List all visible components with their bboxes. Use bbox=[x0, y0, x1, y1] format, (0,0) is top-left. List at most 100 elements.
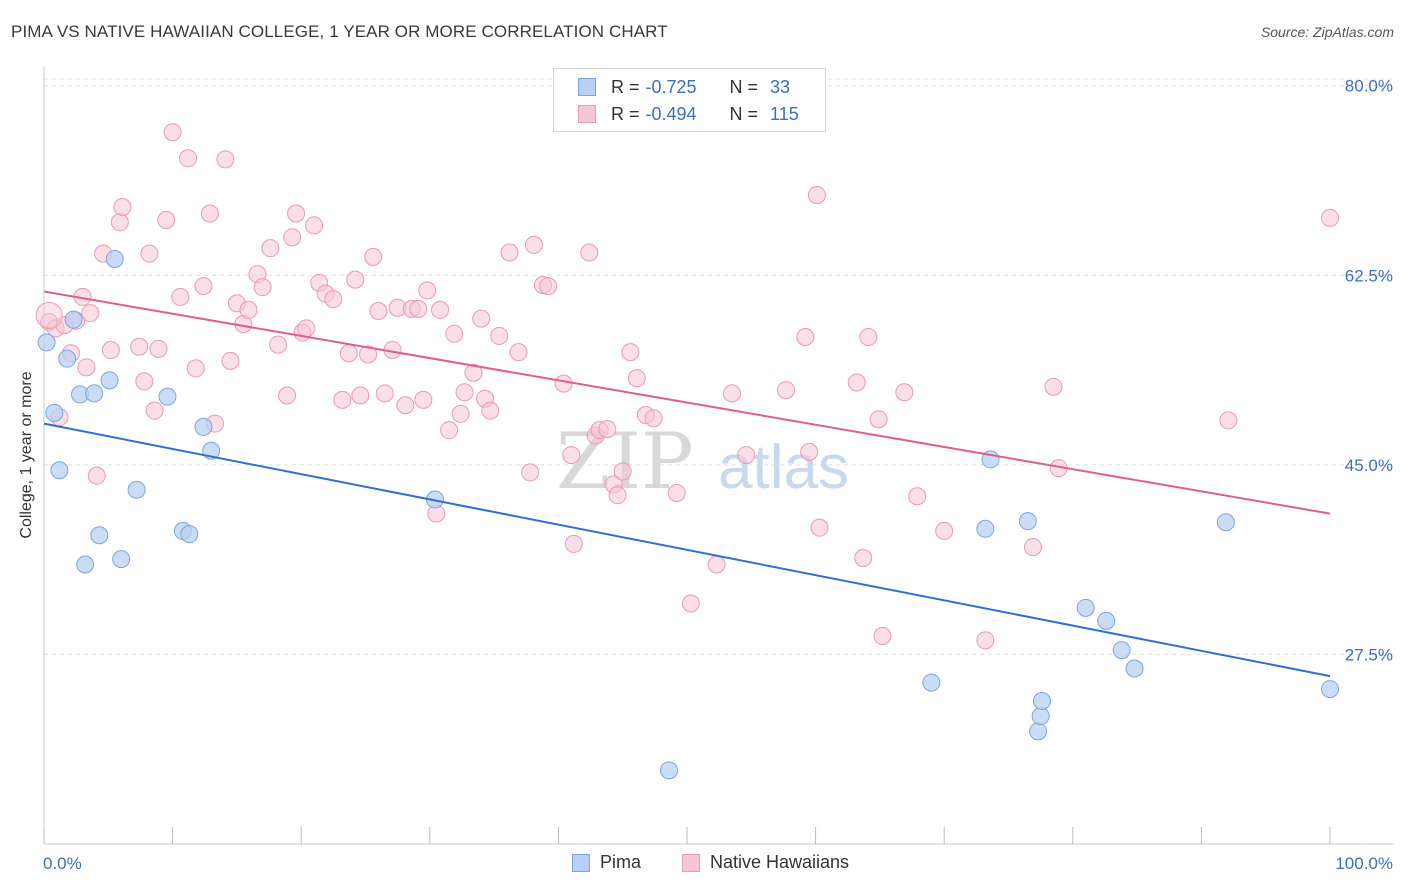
hawaiian-point bbox=[1044, 377, 1063, 396]
y-tick-label: 27.5% bbox=[1345, 645, 1393, 664]
tick-labels: 27.5% 45.0% 62.5% 80.0% 0.0% 100.0% bbox=[43, 77, 1393, 873]
hawaiian-point bbox=[163, 123, 182, 142]
hawaiian-point bbox=[895, 383, 914, 402]
pima-point bbox=[127, 480, 146, 499]
hawaiian-point bbox=[113, 198, 132, 216]
hawaiian-point bbox=[667, 484, 686, 502]
hawaiian-point bbox=[796, 328, 815, 346]
hawaiian-point bbox=[375, 384, 394, 403]
legend-row-pima: R = -0.725 N = 33 bbox=[578, 75, 790, 99]
y-tick-label: 45.0% bbox=[1345, 456, 1393, 475]
legend-n-label: N = bbox=[729, 76, 759, 97]
pima-legend-swatch bbox=[572, 853, 590, 872]
hawaiian-point bbox=[873, 627, 892, 645]
hawaiian-point bbox=[440, 421, 459, 440]
hawaiian-point bbox=[859, 328, 878, 346]
hawaiian-point bbox=[110, 213, 129, 232]
hawaiian-point bbox=[644, 409, 663, 428]
legend-n-value: 115 bbox=[770, 103, 799, 124]
hawaiian-point bbox=[359, 345, 378, 364]
hawaiian-point bbox=[221, 351, 240, 370]
legend: R = -0.725 N = 33 R = -0.494 N = 115 bbox=[553, 68, 826, 132]
hawaiian-point bbox=[157, 211, 176, 229]
hawaiian-point bbox=[707, 555, 726, 574]
hawaiian-point bbox=[935, 521, 954, 540]
pima-point bbox=[64, 310, 83, 329]
watermark-atlas: atlas bbox=[718, 433, 849, 502]
hawaiian-point bbox=[135, 372, 154, 391]
hawaiian-legend-label: Native Hawaiians bbox=[710, 852, 850, 872]
hawaiian-point bbox=[101, 341, 120, 359]
hawaiian-point bbox=[976, 631, 995, 650]
hawaiian-point bbox=[580, 243, 599, 262]
legend-r-value: -0.725 bbox=[645, 76, 697, 97]
pima-point bbox=[158, 387, 177, 406]
hawaiian-point bbox=[562, 446, 581, 465]
hawaiian-swatch bbox=[578, 105, 596, 123]
hawaiian-point bbox=[524, 235, 543, 254]
hawaiian-point bbox=[239, 300, 258, 319]
hawaiian-legend-swatch bbox=[682, 853, 700, 872]
hawaiian-point bbox=[539, 277, 558, 296]
hawaiian-point bbox=[324, 290, 343, 309]
hawaiian-point bbox=[145, 401, 164, 420]
hawaiian-point bbox=[451, 404, 470, 423]
hawaiian-point bbox=[847, 373, 866, 392]
hawaiian-point bbox=[777, 381, 796, 400]
hawaiian-trend-line bbox=[43, 290, 1331, 515]
pima-points bbox=[37, 250, 1339, 780]
bottom-legend-pima: Pima bbox=[572, 852, 641, 873]
legend-row-hawaiian: R = -0.494 N = 115 bbox=[578, 102, 799, 126]
pima-trend-line bbox=[43, 422, 1331, 678]
legend-r-value: -0.494 bbox=[645, 103, 697, 124]
bottom-legend-hawaiian: Native Hawaiians bbox=[682, 852, 849, 873]
pima-point bbox=[37, 333, 56, 352]
native-hawaiians-points bbox=[35, 123, 1339, 650]
pima-point bbox=[76, 555, 95, 574]
pima-point bbox=[194, 417, 213, 436]
hawaiian-point bbox=[396, 396, 415, 415]
pima-point bbox=[100, 371, 119, 390]
hawaiian-point bbox=[194, 277, 213, 296]
hawaiian-point bbox=[854, 549, 873, 567]
pima-point bbox=[1076, 598, 1095, 617]
hawaiian-point bbox=[621, 343, 640, 362]
hawaiian-point bbox=[800, 442, 819, 461]
hawaiian-point bbox=[253, 278, 272, 297]
pima-point bbox=[50, 461, 69, 480]
hawaiian-point bbox=[807, 186, 826, 205]
hawaiian-point bbox=[305, 216, 324, 235]
hawaiian-point bbox=[723, 384, 742, 403]
hawaiian-point bbox=[140, 244, 159, 263]
hawaiian-point bbox=[455, 383, 474, 402]
hawaiian-point bbox=[200, 204, 219, 223]
hawaiian-point bbox=[627, 369, 646, 388]
y-tick-label: 62.5% bbox=[1345, 266, 1393, 285]
pima-swatch bbox=[578, 78, 596, 96]
hawaiian-point bbox=[297, 319, 316, 338]
trend-lines bbox=[43, 290, 1331, 678]
hawaiian-point bbox=[598, 420, 617, 439]
pima-point bbox=[1018, 512, 1037, 531]
pima-point bbox=[112, 550, 131, 569]
hawaiian-point bbox=[500, 243, 519, 262]
y-axis-title: College, 1 year or more bbox=[18, 371, 35, 539]
pima-point bbox=[180, 525, 199, 544]
hawaiian-point bbox=[1219, 411, 1238, 430]
hawaiian-point bbox=[333, 390, 352, 409]
hawaiian-point bbox=[681, 594, 700, 613]
hawaiian-point bbox=[521, 463, 540, 482]
hawaiian-point bbox=[1321, 208, 1339, 227]
hawaiian-point bbox=[171, 287, 190, 306]
hawaiian-point bbox=[472, 309, 491, 328]
pima-point bbox=[1032, 692, 1051, 710]
pima-point bbox=[1125, 659, 1144, 678]
hawaiian-point bbox=[869, 410, 888, 429]
y-tick-label: 80.0% bbox=[1345, 77, 1393, 96]
hawaiian-point bbox=[87, 466, 106, 485]
pima-point bbox=[1031, 707, 1050, 726]
pima-point bbox=[85, 384, 104, 403]
source-label: Source: ZipAtlas.com bbox=[1260, 24, 1394, 40]
pima-point bbox=[1029, 722, 1048, 741]
